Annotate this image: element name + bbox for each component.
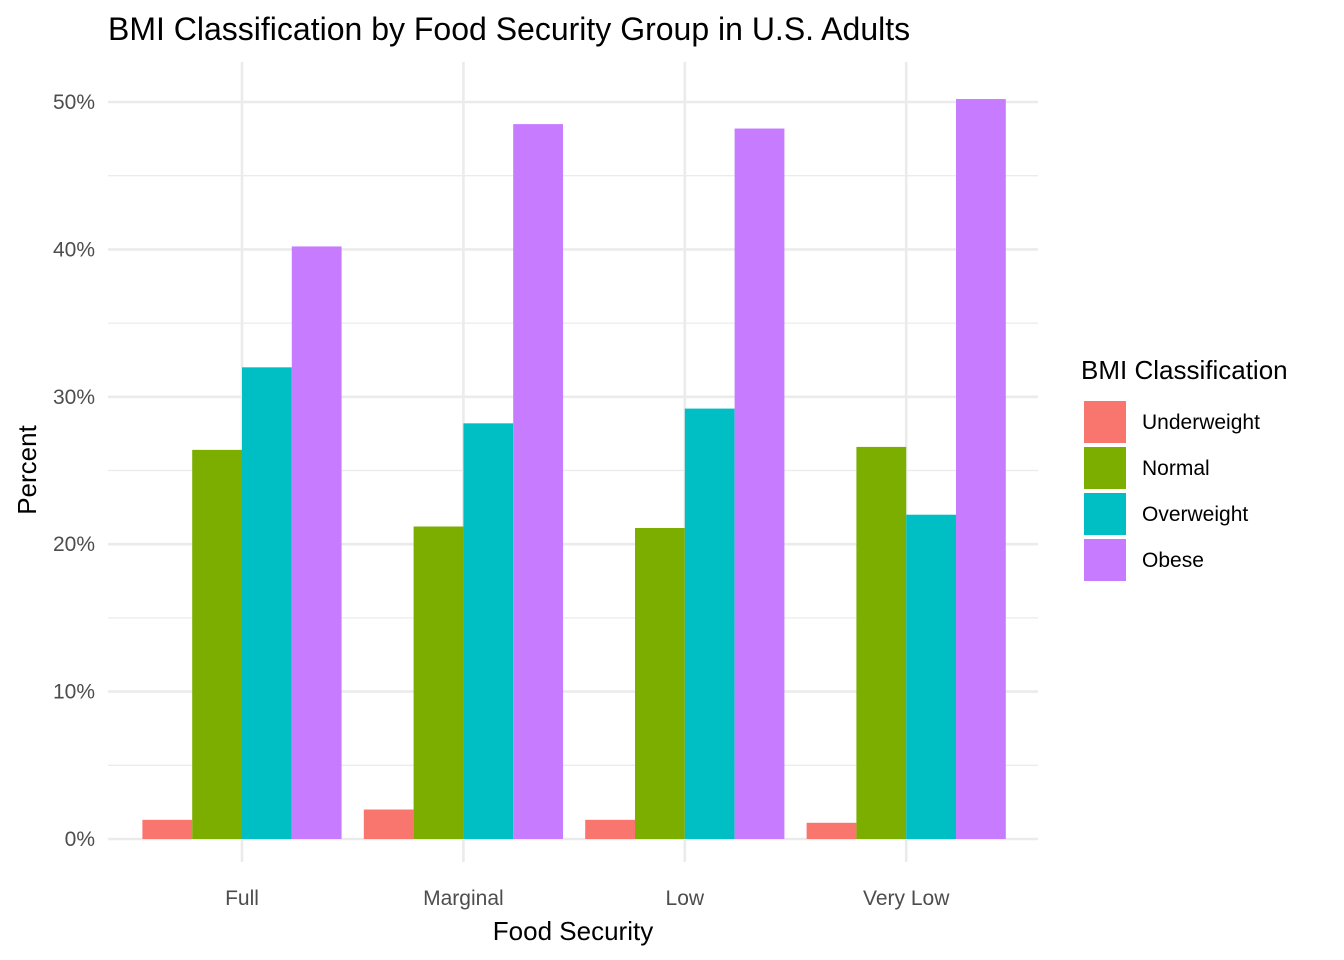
legend-label-normal: Normal (1142, 457, 1210, 480)
x-axis-title: Food Security (493, 916, 653, 946)
bar-overweight-marginal (463, 423, 514, 839)
legend-swatch-normal (1084, 447, 1126, 489)
legend-swatch-obese (1084, 539, 1126, 581)
bars (142, 99, 1006, 840)
bar-normal-low (635, 527, 685, 839)
x-axis-ticks: Full Marginal Low Very Low (225, 887, 950, 910)
y-axis-ticks: 0% 10% 20% 30% 40% 50% (53, 91, 95, 851)
bar-overweight-full (242, 367, 292, 839)
legend-label-overweight: Overweight (1142, 503, 1248, 526)
x-tick-label: Low (666, 887, 705, 910)
y-tick-label: 40% (53, 238, 95, 261)
bar-underweight-low (585, 819, 635, 839)
chart-title: BMI Classification by Food Security Grou… (108, 11, 910, 47)
y-axis-title: Percent (12, 424, 42, 514)
bar-underweight-full (142, 819, 193, 839)
legend-label-obese: Obese (1142, 549, 1204, 572)
y-tick-label: 50% (53, 91, 95, 114)
bar-obese-very-low (956, 99, 1006, 839)
bar-overweight-low (684, 408, 735, 839)
legend-title: BMI Classification (1081, 355, 1288, 385)
legend: BMI Classification Underweight Normal Over… (1081, 355, 1288, 581)
bar-normal-very-low (856, 446, 907, 839)
y-tick-label: 20% (53, 533, 95, 556)
bar-underweight-very-low (806, 822, 857, 839)
bar-underweight-marginal (363, 809, 414, 839)
legend-swatch-overweight (1084, 493, 1126, 535)
bar-obese-marginal (513, 124, 563, 840)
y-tick-label: 0% (65, 828, 95, 851)
legend-swatch-underweight (1084, 401, 1126, 443)
x-tick-label: Marginal (423, 887, 504, 910)
bar-overweight-very-low (906, 514, 956, 839)
y-tick-label: 10% (53, 681, 95, 704)
x-tick-label: Very Low (863, 887, 950, 910)
bar-normal-marginal (413, 526, 464, 839)
bar-normal-full (192, 449, 242, 839)
bar-obese-full (291, 246, 342, 839)
bar-obese-low (734, 128, 785, 840)
legend-label-underweight: Underweight (1142, 411, 1260, 434)
x-tick-label: Full (225, 887, 259, 910)
y-tick-label: 30% (53, 386, 95, 409)
